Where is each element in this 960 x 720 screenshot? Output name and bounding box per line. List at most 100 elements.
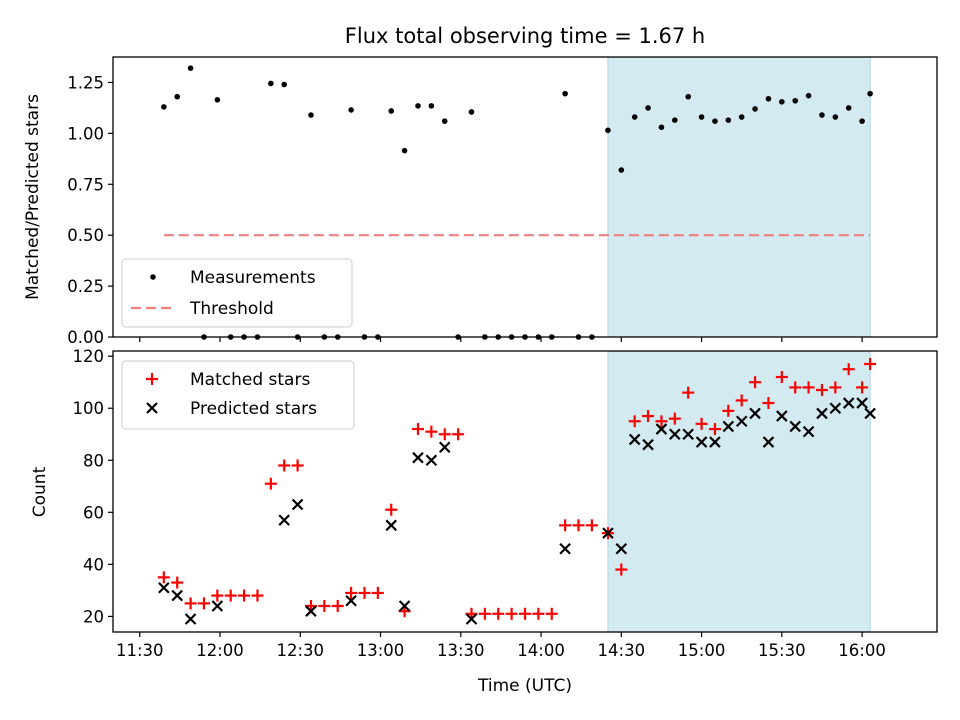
legend-predicted-label: Predicted stars [190, 399, 317, 419]
x-tick-label: 16:00 [838, 641, 886, 660]
x-tick-label: 13:30 [437, 641, 485, 660]
measurement-point [859, 118, 865, 124]
count-y-tick-label: 40 [83, 555, 104, 574]
measurement-point [752, 106, 758, 112]
count-y-tick-label: 20 [83, 607, 104, 626]
matched-point [572, 519, 585, 532]
legend-predicted-marker [146, 402, 158, 414]
predicted-point [789, 420, 801, 433]
legend-matched-label: Matched stars [190, 370, 310, 390]
measurement-point [658, 124, 665, 131]
count-y-tick-label: 120 [73, 347, 105, 366]
measurement-point [845, 105, 852, 111]
matched-point [585, 519, 598, 532]
chart-title: Flux total observing time = 1.67 h [345, 24, 705, 48]
matched-point [411, 423, 424, 436]
matched-point [251, 589, 264, 602]
matched-point [842, 363, 855, 376]
ratio-y-tick-label: 1.00 [67, 124, 104, 143]
measurement-point [618, 167, 625, 173]
predicted-point [856, 397, 868, 409]
x-tick-label: 12:30 [276, 641, 324, 660]
measurement-point [428, 103, 435, 109]
matched-point [345, 586, 358, 599]
measurement-point [698, 114, 705, 120]
matched-point [519, 607, 531, 620]
count-panel: 20 40 60 80 100 120 11:30 12:00 12:30 13:00 13:30… [30, 347, 938, 696]
x-tick-label: 15:00 [678, 641, 726, 660]
predicted-point [425, 454, 438, 467]
matched-point [171, 576, 184, 589]
matched-point [291, 459, 304, 472]
predicted-point [735, 415, 748, 428]
measurement-point [867, 90, 873, 97]
predicted-point [709, 436, 721, 448]
matched-point [615, 563, 628, 576]
measurement-point [468, 109, 475, 115]
matched-point [184, 597, 197, 610]
predicted-point [559, 542, 571, 555]
matched-point [505, 607, 518, 620]
count-y-label: Count [30, 466, 50, 517]
count-y-tick-label: 100 [73, 399, 105, 418]
predicted-point [864, 407, 876, 420]
legend-threshold-label: Threshold [189, 299, 274, 319]
predicted-point [465, 613, 478, 625]
matched-point [802, 381, 815, 394]
predicted-point [184, 613, 197, 625]
matched-point [628, 415, 641, 428]
matched-point [762, 397, 775, 410]
measurement-point [348, 107, 354, 113]
count-legend-box [121, 360, 355, 430]
predicted-point [278, 514, 290, 526]
measurement-point [685, 93, 691, 100]
matched-point [425, 425, 438, 438]
measurement-point [401, 147, 408, 154]
measurement-point [214, 96, 221, 103]
predicted-point [655, 423, 668, 435]
ratio-shaded-span [607, 56, 871, 338]
matched-point [789, 381, 802, 394]
predicted-point [385, 519, 398, 532]
x-tick-label: 11:30 [116, 641, 164, 660]
ratio-y-tick-label: 0.00 [67, 328, 104, 347]
matched-point [238, 589, 251, 602]
x-tick-label: 14:30 [598, 641, 646, 660]
count-shaded-span [607, 350, 871, 633]
measurement-point [308, 112, 314, 118]
matched-point [358, 586, 371, 599]
matched-point [722, 404, 735, 417]
matched-point [708, 423, 721, 436]
matched-point [492, 607, 505, 620]
matched-point [318, 599, 331, 612]
predicted-point [722, 420, 735, 433]
predicted-point [762, 436, 775, 448]
matched-point [545, 607, 558, 620]
measurement-point [832, 114, 839, 120]
predicted-point [669, 428, 681, 441]
matched-point [815, 384, 828, 397]
predicted-point [842, 397, 855, 409]
matched-point [331, 599, 344, 612]
predicted-point [602, 527, 614, 539]
matched-point [735, 394, 748, 407]
ratio-frame [112, 56, 938, 338]
ratio-y-tick-label: 0.25 [67, 277, 104, 296]
x-tick-label: 13:00 [357, 641, 405, 660]
matched-point [559, 519, 572, 532]
matched-point [452, 428, 465, 441]
matched-point [829, 381, 842, 394]
matched-point [278, 459, 291, 472]
matched-point [371, 586, 384, 599]
count-x-axis: 11:30 12:00 12:30 13:00 13:30 14:00 14:30 15:00… [116, 632, 886, 660]
count-y-tick-label: 80 [83, 451, 104, 470]
measurement-point [712, 118, 718, 124]
predicted-point [776, 410, 788, 422]
x-tick-label: 14:00 [517, 641, 565, 660]
predicted-point [802, 425, 815, 438]
x-tick-label: 15:30 [758, 641, 806, 660]
measurement-point [805, 92, 812, 99]
measurement-point [562, 90, 568, 97]
predicted-point [158, 581, 170, 594]
